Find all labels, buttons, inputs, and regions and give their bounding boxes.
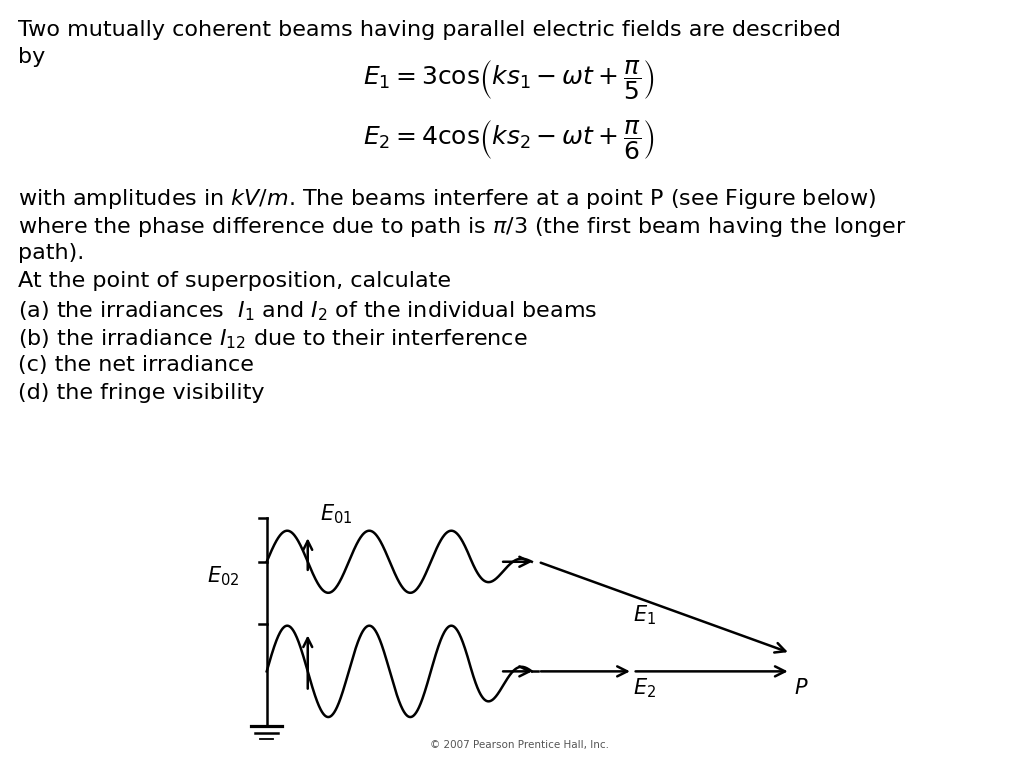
Text: $P$: $P$ xyxy=(794,678,808,698)
Text: $E_{02}$: $E_{02}$ xyxy=(207,564,239,588)
Text: (a) the irradiances  $I_1$ and $I_2$ of the individual beams: (a) the irradiances $I_1$ and $I_2$ of t… xyxy=(18,299,598,322)
Text: (d) the fringe visibility: (d) the fringe visibility xyxy=(18,383,265,403)
Text: © 2007 Pearson Prentice Hall, Inc.: © 2007 Pearson Prentice Hall, Inc. xyxy=(430,740,609,750)
Text: $E_1$: $E_1$ xyxy=(633,603,656,626)
Text: Two mutually coherent beams having parallel electric fields are described: Two mutually coherent beams having paral… xyxy=(18,20,841,40)
Text: with amplitudes in $kV/m$. The beams interfere at a point P (see Figure below): with amplitudes in $kV/m$. The beams int… xyxy=(18,187,876,211)
Text: $E_2 = 4\cos\!\left(ks_2 - \omega t + \dfrac{\pi}{6}\right)$: $E_2 = 4\cos\!\left(ks_2 - \omega t + \d… xyxy=(363,118,655,162)
Text: (c) the net irradiance: (c) the net irradiance xyxy=(18,355,253,375)
Text: where the phase difference due to path is $\pi/3$ (the first beam having the lon: where the phase difference due to path i… xyxy=(18,215,906,239)
Text: $E_{01}$: $E_{01}$ xyxy=(321,502,352,526)
Text: $E_2$: $E_2$ xyxy=(633,676,656,700)
Text: (b) the irradiance $I_{12}$ due to their interference: (b) the irradiance $I_{12}$ due to their… xyxy=(18,327,527,350)
Text: path).: path). xyxy=(18,243,84,263)
Text: At the point of superposition, calculate: At the point of superposition, calculate xyxy=(18,271,451,291)
Text: by: by xyxy=(18,47,45,67)
Text: $E_1 = 3\cos\!\left(ks_1 - \omega t + \dfrac{\pi}{5}\right)$: $E_1 = 3\cos\!\left(ks_1 - \omega t + \d… xyxy=(363,58,655,102)
